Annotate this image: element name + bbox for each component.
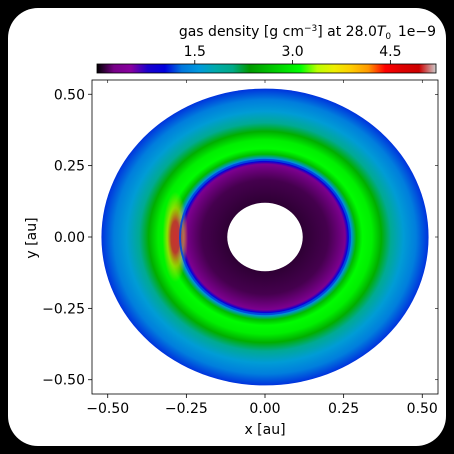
x-tick-label: −0.50 xyxy=(86,401,129,417)
colorbar-tick-label: 4.5 xyxy=(379,44,401,60)
colorbar-tick-label: 1.5 xyxy=(184,44,206,60)
inner-hole xyxy=(227,202,303,272)
y-tick-label: 0.25 xyxy=(54,159,85,175)
y-tick-label: −0.25 xyxy=(42,301,85,317)
density-figure: gas density [g cm−3] at 28.0T0 1e−9 1.5 3… xyxy=(24,24,439,438)
density-map xyxy=(101,88,429,386)
vortex-feature xyxy=(161,191,190,283)
colorbar-label: gas density [g cm−3] at 28.0T0 xyxy=(179,24,392,42)
x-tick-label: −0.25 xyxy=(165,401,208,417)
cavity-edge xyxy=(179,158,351,316)
colorbar-ticks: 1.5 3.0 4.5 xyxy=(184,44,401,64)
y-tick-label: 0.50 xyxy=(54,87,85,103)
y-tick-label: −0.50 xyxy=(42,373,85,389)
y-axis-ticks: 0.50 0.25 0.00 −0.25 −0.50 xyxy=(42,87,438,389)
figure-card: gas density [g cm−3] at 28.0T0 1e−9 1.5 3… xyxy=(8,8,446,446)
colorbar xyxy=(96,63,437,74)
colorbar-tick-label: 3.0 xyxy=(281,44,303,60)
colorbar-scale-note: 1e−9 xyxy=(398,24,436,40)
x-tick-label: 0.00 xyxy=(249,401,280,417)
y-tick-label: 0.00 xyxy=(54,230,85,246)
plot-area: −0.50 −0.25 0.00 0.25 0.50 0.50 0.25 0.00 −0.25… xyxy=(42,79,439,417)
x-tick-label: 0.50 xyxy=(407,401,438,417)
x-tick-label: 0.25 xyxy=(328,401,359,417)
x-axis-label: x [au] xyxy=(244,422,285,438)
y-axis-label: y [au] xyxy=(24,217,40,258)
x-axis-ticks: −0.50 −0.25 0.00 0.25 0.50 xyxy=(86,80,438,417)
